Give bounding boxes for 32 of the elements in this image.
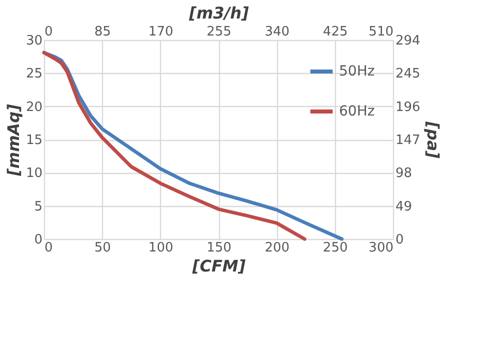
y-tick-label: 5 xyxy=(34,199,42,214)
legend-label: 60Hz xyxy=(339,104,375,120)
y-axis-title: [mmAq] xyxy=(4,103,23,177)
y-tick-label: 10 xyxy=(26,166,42,182)
x-tick-label: 100 xyxy=(148,240,174,256)
y-tick-label: 15 xyxy=(26,133,42,148)
y2-tick-label: 147 xyxy=(396,133,420,148)
y-tick-label: 25 xyxy=(26,66,42,82)
legend-label: 50Hz xyxy=(339,64,375,80)
y-tick-label: 20 xyxy=(26,100,42,115)
y2-tick-label: 294 xyxy=(396,34,420,48)
y2-axis-title: [pa] xyxy=(423,120,442,160)
y2-tick-label: 49 xyxy=(396,199,412,214)
x2-tick-label: 255 xyxy=(206,24,232,40)
y-tick-label: 30 xyxy=(26,34,42,48)
x2-tick-label: 170 xyxy=(148,24,174,40)
x2-axis-title: [m3/h] xyxy=(188,4,250,22)
x2-tick-label: 85 xyxy=(94,24,111,40)
x2-tick-label: 0 xyxy=(44,24,53,40)
x-axis-title: [CFM] xyxy=(191,256,246,276)
y2-tick-label: 196 xyxy=(396,100,420,115)
x-tick-label: 300 xyxy=(368,240,394,256)
x2-tick-label: 425 xyxy=(322,24,348,40)
x2-tick-label: 340 xyxy=(264,24,290,40)
y2-tick-label: 98 xyxy=(396,166,412,182)
x-tick-label: 200 xyxy=(264,240,290,256)
x2-tick-label: 510 xyxy=(368,24,394,40)
y2-tick-label: 245 xyxy=(396,66,420,82)
x-tick-label: 150 xyxy=(206,240,232,256)
x-tick-label: 250 xyxy=(322,240,348,256)
x-tick-label: 0 xyxy=(44,240,53,256)
x-tick-label: 50 xyxy=(94,240,111,256)
